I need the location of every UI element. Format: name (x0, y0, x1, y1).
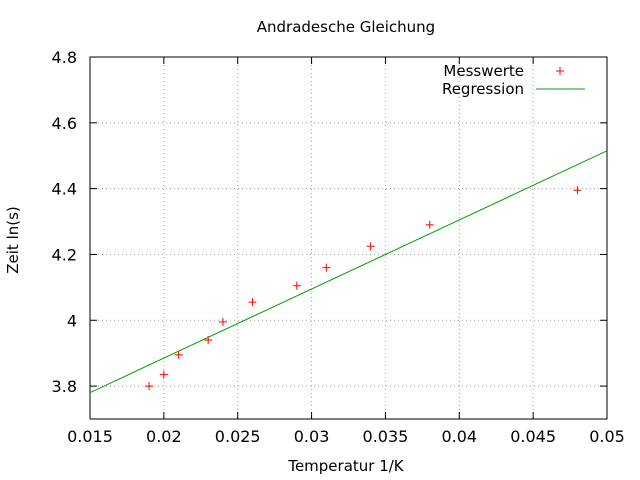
axis-ticks (89, 56, 608, 419)
legend-marker-messwerte (556, 67, 564, 75)
legend: Messwerte Regression (442, 62, 585, 98)
grid (90, 57, 607, 419)
y-tick-label: 4 (67, 311, 77, 330)
y-axis-label: Zeit ln(s) (4, 206, 22, 274)
data-point (425, 220, 434, 229)
x-tick-label: 0.045 (510, 427, 556, 446)
x-tick-label: 0.025 (215, 427, 261, 446)
x-tick-label: 0.035 (363, 427, 409, 446)
legend-plus (556, 67, 564, 75)
data-point (322, 263, 331, 272)
data-point (218, 317, 227, 326)
legend-label-messwerte: Messwerte (443, 62, 524, 80)
series (89, 150, 608, 394)
chart-title: Andradesche Gleichung (257, 18, 435, 36)
x-tick-labels: 0.015 0.02 0.025 0.03 0.035 0.04 0.045 0.05 (67, 427, 625, 446)
y-tick-label: 4.6 (52, 114, 77, 133)
data-point (174, 350, 183, 359)
data-point (292, 281, 301, 290)
x-tick-label: 0.04 (441, 427, 477, 446)
y-tick-label: 3.8 (52, 377, 77, 396)
x-tick-label: 0.015 (67, 427, 113, 446)
x-axis-label: Temperatur 1/K (287, 457, 404, 475)
y-tick-label: 4.4 (52, 180, 77, 199)
data-point (159, 370, 168, 379)
y-tick-labels: 3.8 4 4.2 4.4 4.6 4.8 (52, 48, 77, 396)
data-point (573, 186, 582, 195)
regression-line (89, 150, 608, 394)
data-point (366, 242, 375, 251)
legend-label-regression: Regression (442, 80, 524, 98)
y-tick-label: 4.2 (52, 245, 77, 264)
x-tick-label: 0.03 (294, 427, 330, 446)
plot-frame (89, 56, 608, 420)
y-tick-label: 4.8 (52, 48, 77, 67)
x-tick-label: 0.02 (146, 427, 182, 446)
data-point (248, 298, 257, 307)
x-tick-label: 0.05 (589, 427, 625, 446)
data-point (145, 382, 154, 391)
